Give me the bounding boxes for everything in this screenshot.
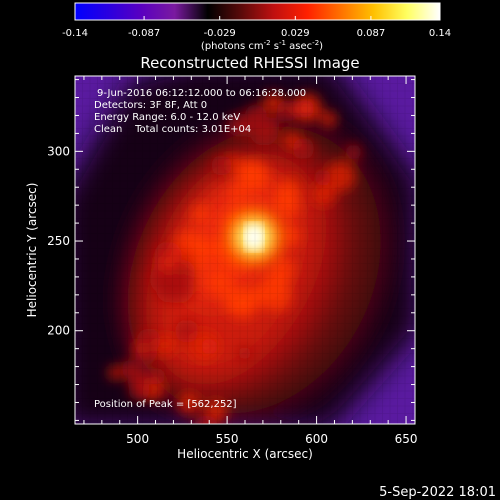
heatmap-image — [75, 76, 415, 424]
colorbar-unit-part4: ) — [319, 41, 323, 52]
annotation-clean-counts: Clean Total counts: 3.01E+04 — [94, 124, 251, 135]
x-tick-label: 650 — [395, 432, 418, 446]
y-tick-label: 250 — [47, 234, 70, 248]
colorbar-tick-label: -0.029 — [204, 28, 236, 39]
colorbar-unit-exp1: -2 — [264, 39, 271, 47]
footer-timestamp: 5-Sep-2022 18:01 — [379, 485, 496, 500]
y-tick-label: 200 — [47, 324, 70, 338]
colorbar-tick-label: 0.14 — [429, 28, 451, 39]
colorbar-tick-label: -0.14 — [62, 28, 88, 39]
annotation-detectors: Detectors: 3F 8F, Att 0 — [94, 100, 207, 111]
colorbar-tick-label: 0.087 — [357, 28, 386, 39]
x-tick-label: 600 — [305, 432, 328, 446]
chart-title: Reconstructed RHESSI Image — [140, 54, 359, 72]
colorbar-unit-part3: asec — [286, 41, 312, 52]
y-tick-label: 300 — [47, 144, 70, 158]
colorbar-tick-label: -0.087 — [128, 28, 160, 39]
axes: 500 550 600 650 200 250 300 — [47, 76, 418, 446]
colorbar-unit-part1: (photons cm — [201, 41, 264, 52]
colorbar-unit-part2: s — [271, 41, 279, 52]
colorbar-unit-label: (photons cm-2 s-1 asec-2) — [201, 39, 323, 52]
y-axis-label: Heliocentric Y (arcsec) — [25, 183, 39, 318]
x-tick-label: 550 — [216, 432, 239, 446]
colorbar-unit-exp2: -1 — [279, 39, 286, 47]
annotation-energy-range: Energy Range: 6.0 - 12.0 keV — [94, 112, 240, 123]
colorbar — [74, 2, 441, 21]
colorbar-ticks: -0.14 -0.087 -0.029 0.029 0.087 0.14 — [62, 16, 451, 39]
annotation-time-range: 9-Jun-2016 06:12:12.000 to 06:16:28.000 — [97, 88, 306, 99]
annotation-peak-position: Position of Peak = [562,252] — [94, 399, 237, 410]
colorbar-unit-exp3: -2 — [312, 39, 319, 47]
x-tick-label: 500 — [126, 432, 149, 446]
x-axis-label: Heliocentric X (arcsec) — [177, 447, 313, 461]
annotations: 9-Jun-2016 06:12:12.000 to 06:16:28.000 … — [94, 88, 306, 410]
colorbar-tick-label: 0.029 — [281, 28, 310, 39]
